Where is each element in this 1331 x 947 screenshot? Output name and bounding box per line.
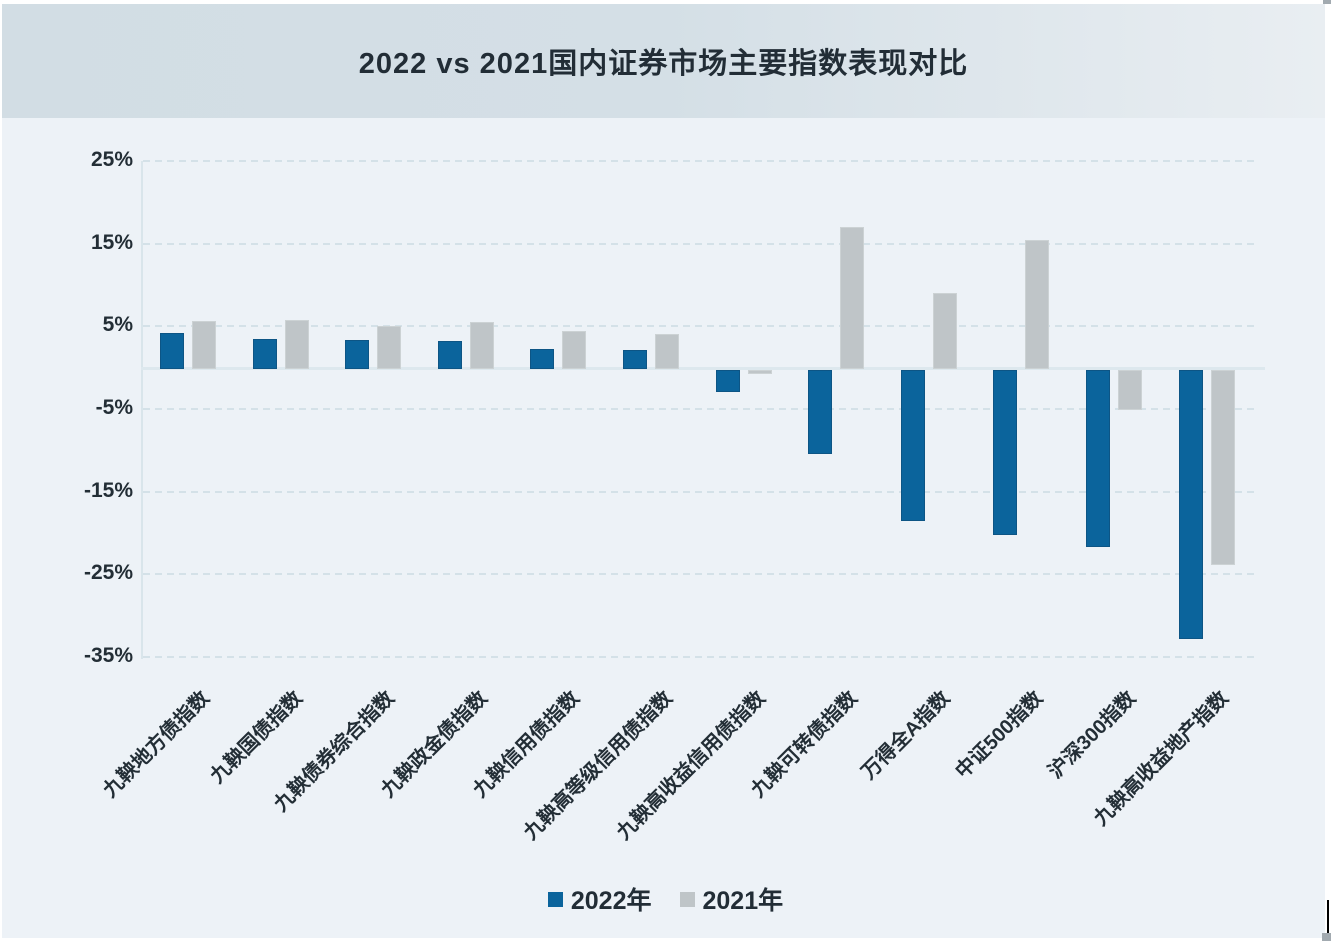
- y-axis-tick-label: 15%: [90, 230, 133, 254]
- bar-2021-九鞅高收益信用债指数[interactable]: [747, 369, 772, 375]
- bar-2022-九鞅地方债指数[interactable]: [160, 332, 184, 369]
- y-axis-tick-label: -25%: [83, 561, 133, 585]
- scrollbar-artifact-bottom: [1322, 933, 1331, 941]
- y-axis-line: [141, 161, 143, 659]
- bar-2021-九鞅可转债指数[interactable]: [840, 227, 865, 369]
- gridline-15%: [143, 242, 1255, 245]
- bar-2022-九鞅政金债指数[interactable]: [437, 341, 462, 369]
- gridline--25%: [143, 573, 1255, 576]
- bar-2021-沪深300指数[interactable]: [1118, 369, 1142, 410]
- bar-2021-九鞅高收益地产指数[interactable]: [1210, 369, 1235, 566]
- legend-item-2021[interactable]: 2021年: [679, 881, 784, 917]
- bar-2022-九鞅信用债指数[interactable]: [530, 348, 555, 369]
- zero-baseline: [141, 366, 1265, 370]
- legend-label-2021: 2021年: [702, 887, 784, 915]
- bar-2022-九鞅高等级信用债指数[interactable]: [623, 350, 647, 369]
- text-cursor: [1327, 900, 1329, 937]
- bar-2022-中证500指数[interactable]: [993, 369, 1018, 536]
- bar-2021-九鞅地方债指数[interactable]: [192, 320, 216, 369]
- bar-2022-沪深300指数[interactable]: [1086, 369, 1110, 548]
- bar-2022-九鞅国债指数[interactable]: [252, 338, 277, 369]
- bar-2021-九鞅政金债指数[interactable]: [469, 322, 494, 369]
- gridline-25%: [143, 160, 1255, 162]
- bar-2022-九鞅可转债指数[interactable]: [808, 369, 833, 454]
- y-axis-tick-label: 5%: [102, 313, 133, 337]
- bar-2022-九鞅高收益地产指数[interactable]: [1178, 369, 1203, 639]
- gridline--35%: [143, 656, 1255, 658]
- bar-2022-九鞅债券综合指数[interactable]: [345, 340, 370, 369]
- bar-2021-九鞅信用债指数[interactable]: [562, 331, 587, 369]
- bar-2021-九鞅国债指数[interactable]: [284, 319, 309, 369]
- gridline--5%: [143, 408, 1255, 410]
- plot-area: 25% 15% 5% -5% -15% -25% -35% 九鞅地方债指数 九鞅国债指数 九鞅债券…: [84, 148, 1265, 844]
- legend-swatch-2022: [547, 891, 563, 907]
- bar-2021-九鞅高等级信用债指数[interactable]: [655, 333, 679, 369]
- y-axis-tick-label: -35%: [83, 644, 133, 667]
- bar-2021-中证500指数[interactable]: [1025, 240, 1050, 369]
- scrollbar-artifact-top: [1323, 0, 1331, 4]
- legend-swatch-2021: [679, 891, 695, 907]
- y-axis-tick-label: 25%: [90, 148, 133, 171]
- gridline-5%: [143, 325, 1255, 328]
- y-axis-tick-label: -5%: [95, 396, 133, 419]
- legend-item-2022[interactable]: 2022年: [547, 881, 652, 917]
- bar-2022-万得全A指数[interactable]: [900, 369, 925, 522]
- gridline--15%: [143, 490, 1255, 493]
- bar-2021-九鞅债券综合指数[interactable]: [377, 325, 402, 369]
- y-axis-tick-label: -15%: [83, 478, 133, 502]
- legend-label-2022: 2022年: [570, 887, 652, 915]
- bar-2022-九鞅高收益信用债指数[interactable]: [715, 369, 740, 393]
- bar-2021-万得全A指数[interactable]: [932, 293, 957, 369]
- chart-header-band: 2022 vs 2021国内证券市场主要指数表现对比: [2, 4, 1325, 118]
- chart-legend: 2022年 2021年: [0, 882, 1331, 916]
- chart-title: 2022 vs 2021国内证券市场主要指数表现对比: [358, 48, 969, 80]
